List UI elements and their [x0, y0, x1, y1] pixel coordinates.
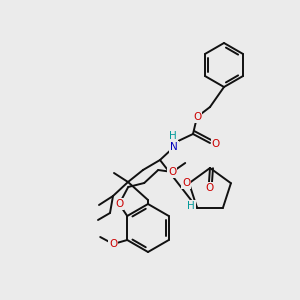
- Text: N: N: [170, 142, 178, 152]
- Text: O: O: [182, 178, 190, 188]
- Text: O: O: [193, 112, 201, 122]
- Text: O: O: [168, 167, 176, 177]
- Text: O: O: [109, 239, 117, 249]
- Text: H: H: [187, 201, 195, 211]
- Text: O: O: [115, 199, 123, 209]
- Text: O: O: [212, 139, 220, 149]
- Text: H: H: [169, 131, 177, 141]
- Text: O: O: [205, 183, 213, 193]
